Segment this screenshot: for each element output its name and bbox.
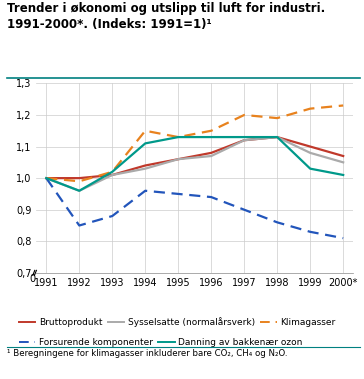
Text: Trender i økonomi og utslipp til luft for industri.
1991-2000*. (Indeks: 1991=1): Trender i økonomi og utslipp til luft fo… (7, 2, 325, 31)
Text: 0: 0 (29, 274, 35, 285)
Legend: Forsurende komponenter, Danning av bakkenær ozon: Forsurende komponenter, Danning av bakke… (16, 334, 306, 351)
Text: ¹ Beregningene for klimagasser inkluderer bare CO₂, CH₄ og N₂O.: ¹ Beregningene for klimagasser inkludere… (7, 349, 288, 359)
